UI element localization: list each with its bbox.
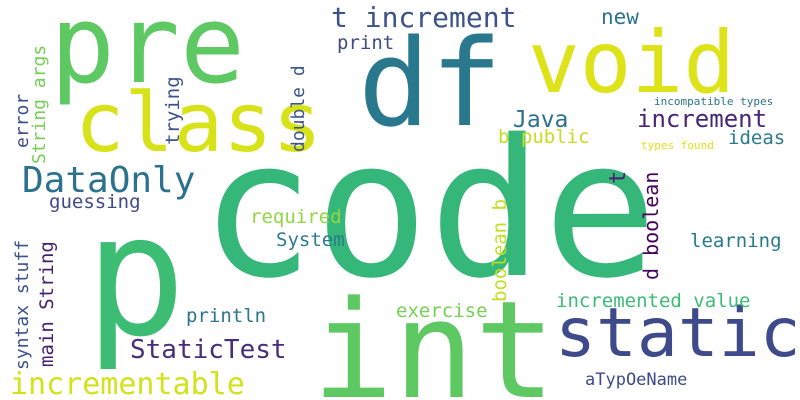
- word-df: df: [358, 15, 503, 154]
- word-guessing: guessing: [49, 191, 141, 213]
- word-pre: pre: [50, 0, 246, 108]
- word-required: required: [250, 206, 342, 228]
- word-double-d: double d: [288, 65, 309, 152]
- word-print: print: [337, 32, 395, 54]
- word-statictest: StaticTest: [130, 335, 287, 365]
- word-string-args: String args: [29, 44, 50, 164]
- word-static: static: [555, 294, 800, 373]
- word-p: p: [85, 178, 187, 374]
- word-incompatible-types: incompatible types: [654, 95, 774, 108]
- word-println: println: [186, 305, 267, 327]
- word-java: Java: [513, 107, 569, 133]
- word-class: class: [75, 76, 322, 171]
- word-boolean-b: boolean b: [489, 199, 511, 302]
- word-t-increment: t increment: [331, 1, 517, 34]
- word-increment: increment: [637, 105, 768, 133]
- word-dataonly: DataOnly: [22, 160, 196, 201]
- word-system: System: [276, 229, 345, 251]
- word-exercise: exercise: [396, 300, 488, 322]
- word-types-found: types found: [641, 139, 714, 152]
- word-void: void: [528, 13, 736, 113]
- word-incrementable: incrementable: [10, 367, 245, 400]
- word-incremented-value: incremented value: [556, 290, 751, 312]
- word-new: new: [601, 5, 639, 29]
- word-atypoename: aTypOeName: [585, 370, 688, 390]
- word-main-string: main String: [36, 241, 58, 367]
- word-syntax-stuff: syntax stuff: [12, 239, 33, 370]
- word-d-boolean: d boolean: [639, 171, 663, 280]
- word-t: t: [606, 170, 631, 184]
- word-code: code: [200, 99, 658, 320]
- word-b-public: b public: [498, 126, 590, 148]
- word-trying: trying: [162, 76, 184, 145]
- word-ideas: ideas: [728, 127, 786, 149]
- word-int: int: [312, 272, 556, 400]
- word-learning: learning: [690, 230, 782, 252]
